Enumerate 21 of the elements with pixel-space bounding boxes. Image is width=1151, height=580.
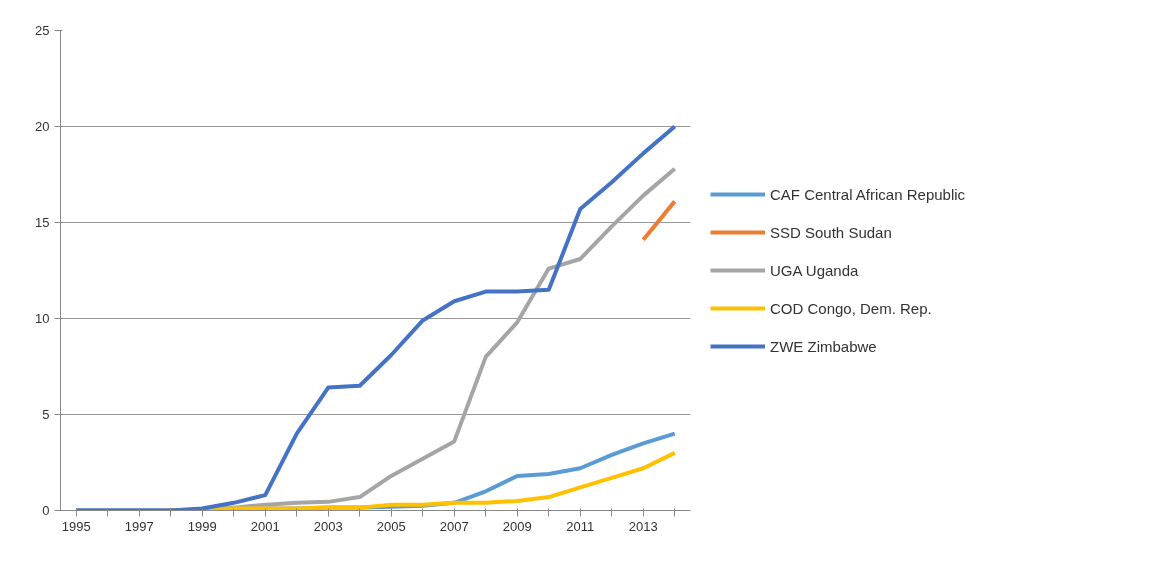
- legend-label: ZWE Zimbabwe: [770, 337, 877, 355]
- x-tick-label: 2013: [628, 518, 658, 534]
- legend-label: CAF Central African Republic: [770, 185, 966, 203]
- legend-label: SSD South Sudan: [770, 223, 892, 241]
- legend-label: UGA Uganda: [770, 261, 859, 279]
- x-tick-label: 2001: [250, 518, 280, 534]
- y-tick-label: 25: [35, 23, 50, 38]
- x-tick-label: 1997: [124, 518, 154, 534]
- x-tick-label: 2003: [313, 518, 343, 534]
- y-tick-label: 15: [35, 215, 50, 230]
- y-tick-label: 0: [42, 503, 50, 518]
- y-tick-label: 10: [35, 311, 50, 326]
- x-tick-label: 1999: [187, 518, 217, 534]
- x-tick-label: 2011: [566, 518, 595, 534]
- x-tick-label: 2005: [376, 518, 406, 534]
- x-tick-label: 2009: [502, 518, 532, 534]
- y-tick-label: 20: [35, 119, 50, 134]
- x-tick-label: 1995: [61, 518, 91, 534]
- legend-label: COD Congo, Dem. Rep.: [770, 299, 932, 317]
- y-tick-label: 5: [42, 407, 50, 422]
- x-tick-label: 2007: [439, 518, 469, 534]
